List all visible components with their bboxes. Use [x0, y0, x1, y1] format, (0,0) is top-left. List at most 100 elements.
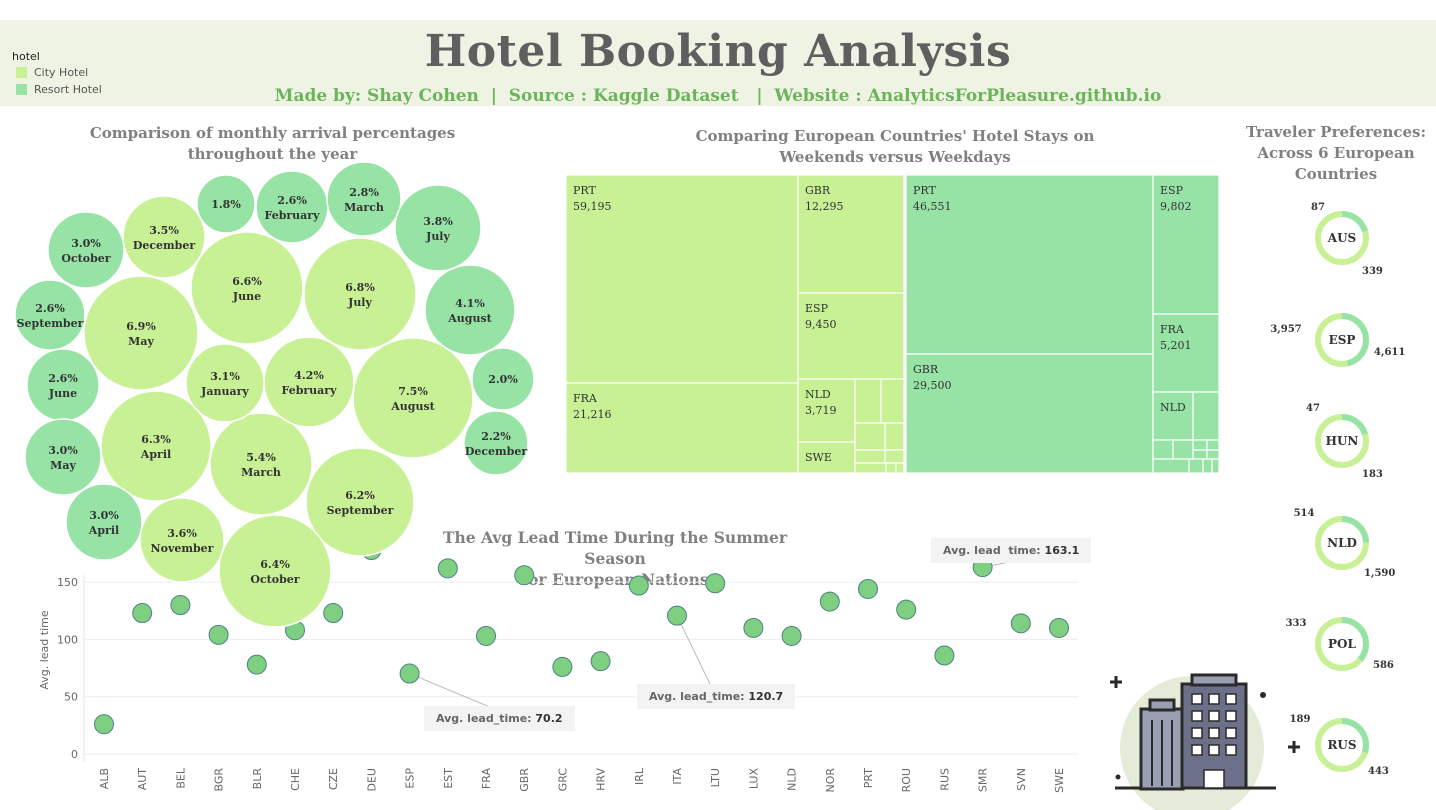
treemap-cell-city-minor-7 — [885, 462, 897, 474]
scatter-title-line-1: The Avg Lead Time During the Summer Seas… — [442, 528, 788, 568]
donut-city-value-rus: 443 — [1368, 766, 1389, 777]
treemap-title: Comparing European Countries' Hotel Stay… — [690, 126, 1100, 168]
treemap-code-resort-fra: FRA — [1160, 323, 1185, 336]
treemap-cell-resort-gbr — [905, 353, 1154, 474]
donut-resort-value-nld: 514 — [1294, 508, 1315, 519]
treemap-cell-resort-minor-7 — [1152, 458, 1190, 474]
page-title: Hotel Booking Analysis — [424, 26, 1012, 77]
tooltip-smr: Avg. lead time: 163.1 — [931, 538, 1092, 563]
bubble-month-city-december-10: December — [133, 239, 196, 252]
donut-code-pol: POL — [1328, 637, 1356, 651]
donut-city-value-esp: 4,611 — [1374, 347, 1405, 358]
legend-item-resort-hotel[interactable]: Resort Hotel — [12, 83, 102, 96]
treemap-cell-resort-minor-3 — [1192, 439, 1208, 451]
legend-swatch-resort — [16, 84, 27, 95]
treemap-cell-city-nld — [797, 378, 856, 443]
scatter-point-swe — [1049, 617, 1069, 638]
page-subtitle: Made by: Shay Cohen | Source : Kaggle Da… — [274, 86, 1162, 106]
bubble-pct-city-january-9: 3.1% — [210, 370, 240, 383]
donut-resort-value-pol: 333 — [1286, 618, 1307, 629]
donut-resort-value-aus: 87 — [1311, 202, 1325, 213]
bubble-month-resort-june-18: June — [48, 387, 77, 400]
treemap-code-city-fra: FRA — [573, 392, 598, 405]
bubble-city-september-6 — [305, 447, 415, 557]
bubble-resort-april-20 — [65, 483, 143, 561]
scatter-xtick-bgr: BGR — [213, 768, 226, 792]
donut-resort-arc-aus — [1315, 211, 1369, 265]
bubble-pct-city-september-6: 6.2% — [345, 489, 375, 502]
scatter-point-ita — [667, 605, 687, 626]
donut-title: Traveler Preferences: Across 6 European … — [1240, 122, 1432, 185]
bubble-city-february-8 — [263, 336, 355, 428]
tooltip-ita-value: 120.7 — [748, 690, 784, 703]
legend-title: hotel — [12, 50, 40, 63]
treemap-value-resort-gbr: 29,500 — [913, 379, 952, 392]
donut-resort-arc-hun — [1315, 414, 1369, 468]
tooltip-esp-value: 70.2 — [535, 712, 563, 725]
scatter-leader-ita — [676, 615, 711, 685]
scatter-xtick-est: EST — [442, 768, 455, 789]
scatter-point-lux — [743, 617, 764, 638]
treemap-cell-city-minor-1 — [880, 378, 905, 424]
bubble-month-resort-april-20: April — [88, 524, 119, 537]
bubble-city-april-4 — [100, 390, 212, 502]
bubble-pct-resort-august-21: 4.1% — [455, 297, 485, 310]
bubble-city-january-9 — [185, 343, 265, 423]
scatter-ytick-50: 50 — [64, 691, 78, 704]
bubble-month-resort-september-17: September — [17, 317, 84, 330]
donut-city-value-nld: 1,590 — [1364, 568, 1395, 579]
bubble-city-november-11 — [139, 497, 225, 583]
bubble-month-city-may-0: May — [128, 335, 154, 348]
bubble-month-resort-july-15: July — [425, 230, 450, 243]
treemap-cell-resort-nld — [1152, 391, 1194, 441]
scatter-point-ltu — [705, 573, 726, 594]
scatter-xtick-esp: ESP — [404, 768, 417, 789]
tooltip-ita: Avg. lead_time: 120.7 — [637, 684, 796, 709]
treemap-cell-city-minor-6 — [854, 462, 887, 474]
scatter-point-irl — [628, 575, 649, 596]
scatter-xtick-fra: FRA — [480, 768, 493, 790]
scatter-ytick-100: 100 — [57, 633, 78, 646]
scatter-xtick-nld: NLD — [786, 768, 799, 791]
bubble-month-city-september-6: September — [327, 504, 394, 517]
donut-title-line-2: Across 6 European — [1257, 144, 1415, 162]
treemap-code-resort-gbr: GBR — [913, 363, 939, 376]
treemap-value-city-prt: 59,195 — [573, 200, 612, 213]
bubble-month-city-march-5: March — [241, 466, 281, 479]
scatter-point-cze — [323, 603, 344, 624]
treemap-cell-resort-minor-6 — [1206, 449, 1220, 460]
scatter-ylabel: Avg. lead time — [38, 610, 51, 689]
scatter-xtick-alb: ALB — [98, 768, 111, 789]
scatter-leader-esp — [409, 673, 493, 709]
donut-code-hun: HUN — [1326, 434, 1359, 448]
scatter-point-fra — [476, 625, 496, 646]
bubble-resort-june-18 — [26, 348, 100, 422]
bubble-resort-august-21 — [424, 264, 516, 356]
donut-resort-value-esp: 3,957 — [1270, 324, 1301, 335]
treemap-cell-city-minor-2 — [854, 422, 886, 451]
bubble-resort-unlabeled-22 — [471, 347, 535, 411]
tooltip-smr-value: 163.1 — [1044, 544, 1080, 557]
bubble-month-resort-may-19: May — [50, 459, 76, 472]
treemap-chart: PRT 59,195 FRA 21,216 GBR 12,295 ESP 9,450 NLD 3,… — [565, 174, 1220, 474]
bubble-month-city-february-8: February — [281, 384, 337, 397]
treemap-code-resort-nld: NLD — [1160, 401, 1186, 414]
scatter-ytick-0: 0 — [71, 748, 78, 761]
treemap-cell-city-minor-0 — [854, 378, 882, 424]
scatter-xtick-rus: RUS — [938, 768, 951, 791]
scatter-xtick-bel: BEL — [174, 767, 187, 788]
treemap-cell-city-prt — [565, 174, 799, 384]
treemap-cell-resort-prt — [905, 174, 1154, 355]
bubble-title-line-2: throughout the year — [187, 145, 358, 163]
treemap-code-city-swe: SWE — [805, 451, 832, 464]
donut-code-nld: NLD — [1327, 536, 1357, 550]
legend-item-city-hotel[interactable]: City Hotel — [12, 66, 102, 79]
bubble-pct-resort-unlabeled-12: 1.8% — [211, 198, 241, 211]
treemap-value-resort-fra: 5,201 — [1160, 339, 1192, 352]
scatter-point-bel — [170, 595, 191, 616]
scatter-chart: 0 50 100 150 Avg. lead time ALB AUT BEL BGR BLR CH… — [38, 540, 1078, 793]
treemap-cell-city-minor-8 — [895, 462, 905, 474]
scatter-xtick-lux: LUX — [747, 768, 760, 790]
scatter-point-alb — [94, 714, 114, 735]
